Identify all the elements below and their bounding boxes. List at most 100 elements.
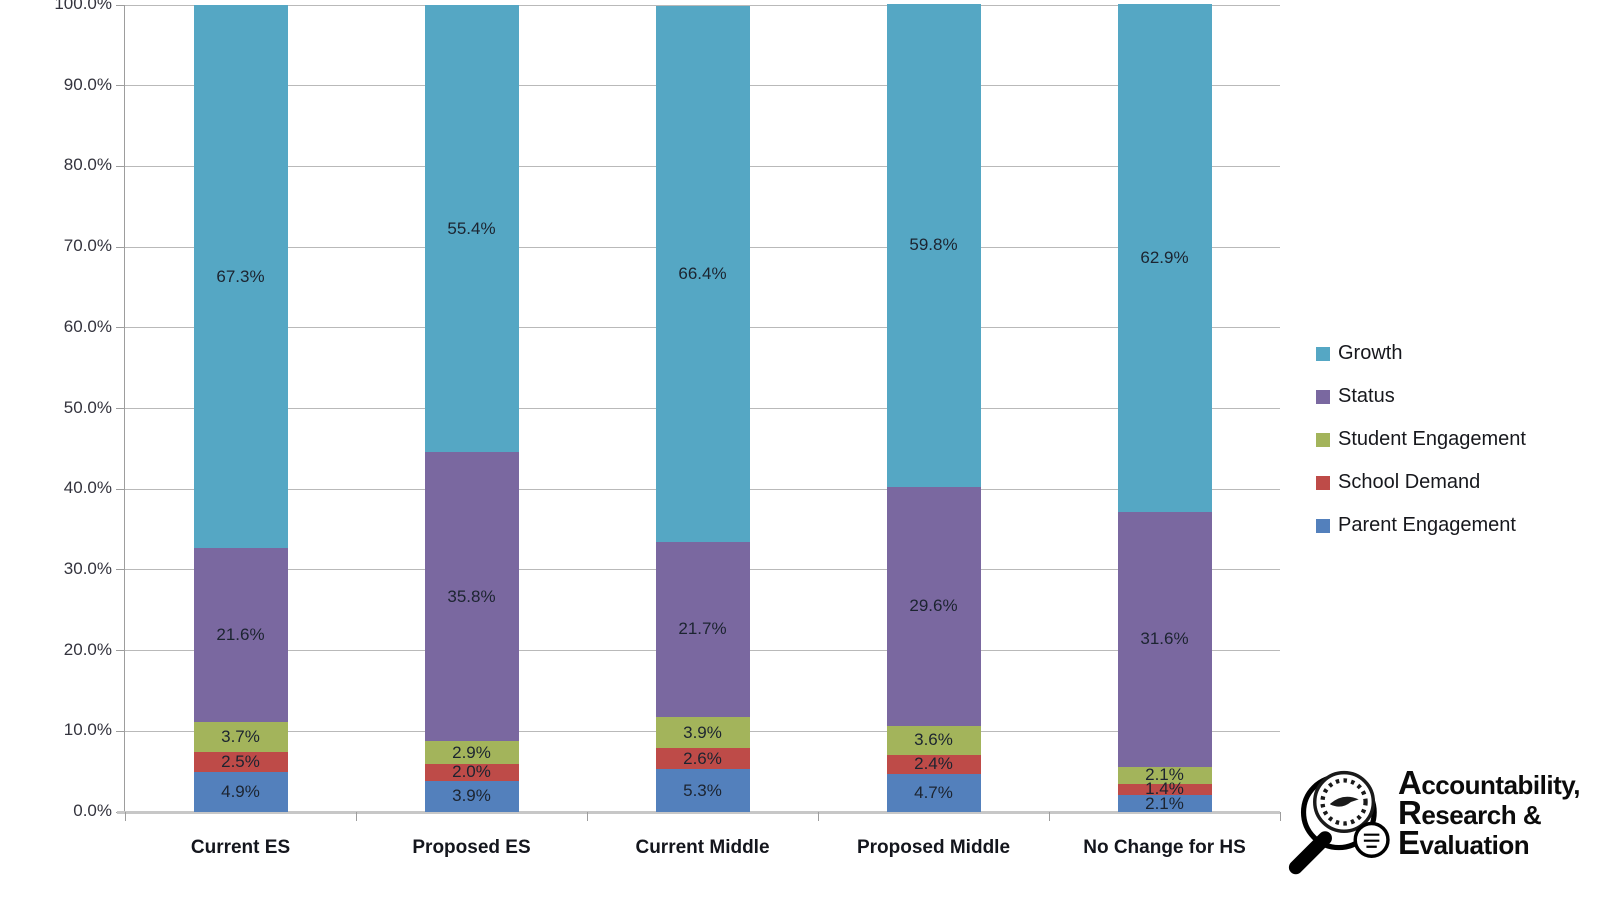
- data-label: 31.6%: [1140, 629, 1189, 649]
- legend-swatch: [1316, 346, 1330, 361]
- x-axis-tick: [1279, 812, 1281, 821]
- magnifier-seal-icon: [1288, 770, 1390, 875]
- y-axis-label: 80.0%: [63, 155, 112, 175]
- logo: Accountability, Research & Evaluation: [1282, 748, 1581, 880]
- data-label: 3.9%: [452, 786, 491, 806]
- gridline: [125, 4, 1280, 6]
- bar-segment-parent-engagement: [886, 774, 981, 812]
- legend-swatch: [1316, 518, 1330, 533]
- legend-item-status: Status: [1316, 375, 1526, 418]
- y-axis-label: 30.0%: [63, 558, 112, 578]
- data-label: 2.1%: [1145, 765, 1184, 785]
- y-axis-label: 60.0%: [63, 316, 112, 336]
- y-axis-label: 20.0%: [63, 639, 112, 659]
- bar-segment-school-demand: [193, 752, 288, 773]
- bar-segment-school-demand: [424, 764, 519, 781]
- legend-swatch: [1316, 432, 1330, 447]
- logo-text: Accountability, Research & Evaluation: [1398, 764, 1581, 861]
- x-axis-tick: [1048, 812, 1050, 821]
- y-axis-tick: [116, 730, 125, 732]
- bar-segment-parent-engagement: [1117, 795, 1212, 812]
- data-label: 29.6%: [909, 596, 958, 616]
- x-axis-tick: [586, 812, 588, 821]
- y-axis-tick: [116, 569, 125, 571]
- legend-swatch: [1316, 475, 1330, 490]
- bar-segment-parent-engagement: [424, 780, 519, 812]
- data-label: 2.1%: [1145, 793, 1184, 813]
- bar-segment-student-engagement: [886, 725, 981, 755]
- y-axis-label: 40.0%: [63, 478, 112, 498]
- bar-segment-status: [424, 452, 519, 741]
- data-label: 2.9%: [452, 742, 491, 762]
- data-label: 21.7%: [678, 619, 727, 639]
- y-axis-label: 90.0%: [63, 74, 112, 94]
- data-label: 62.9%: [1140, 247, 1189, 267]
- chart-legend: Growth Status Student Engagement School Dem…: [1316, 332, 1526, 547]
- bar-segment-parent-engagement: [193, 772, 288, 812]
- y-axis-tick: [116, 246, 125, 248]
- data-label: 5.3%: [683, 780, 722, 800]
- y-axis-label: 10.0%: [63, 720, 112, 740]
- bar-segment-student-engagement: [424, 740, 519, 765]
- legend-label: Growth: [1338, 342, 1403, 364]
- legend-label: Parent Engagement: [1338, 514, 1516, 536]
- data-label: 2.0%: [452, 762, 491, 782]
- data-label: 55.4%: [447, 218, 496, 238]
- logo-line: Evaluation: [1398, 824, 1530, 861]
- data-label: 3.6%: [914, 730, 953, 750]
- bar-segment-status: [193, 548, 288, 723]
- y-axis-tick: [116, 4, 125, 6]
- bar-segment-growth: [655, 5, 750, 542]
- y-axis-tick: [116, 650, 125, 652]
- y-axis-label: 100.0%: [54, 0, 112, 13]
- legend-item-student-engagement: Student Engagement: [1316, 418, 1526, 461]
- data-label: 35.8%: [447, 586, 496, 606]
- y-axis-label: 70.0%: [63, 236, 112, 256]
- x-axis-tick: [355, 812, 357, 821]
- category-label: Proposed ES: [412, 837, 531, 858]
- data-label: 3.9%: [683, 722, 722, 742]
- y-axis-tick: [116, 408, 125, 409]
- y-axis-label: 0.0%: [73, 801, 112, 820]
- legend-label: School Demand: [1338, 471, 1481, 493]
- y-axis-tick: [116, 327, 125, 329]
- bar-segment-school-demand: [1117, 783, 1212, 796]
- y-axis-tick: [116, 85, 125, 87]
- bar-segment-student-engagement: [1117, 766, 1212, 784]
- y-axis-tick: [116, 165, 125, 167]
- legend-label: Status: [1338, 385, 1395, 407]
- bar-segment-status: [886, 486, 981, 726]
- bar-segment-school-demand: [886, 754, 981, 775]
- data-label: 2.6%: [683, 748, 722, 768]
- y-axis-line: [124, 5, 125, 812]
- category-label: No Change for HS: [1083, 837, 1246, 858]
- bar-segment-school-demand: [655, 748, 750, 770]
- logo-line: Accountability,: [1398, 764, 1581, 801]
- legend-swatch: [1316, 389, 1330, 404]
- category-label: Current ES: [190, 837, 291, 858]
- bar-segment-growth: [193, 5, 288, 549]
- y-axis-tick: [116, 488, 125, 490]
- data-label: 66.4%: [678, 263, 727, 283]
- data-label: 1.4%: [1145, 779, 1184, 799]
- legend-item-growth: Growth: [1316, 332, 1526, 375]
- logo-line: Research &: [1398, 794, 1542, 831]
- bar-segment-status: [1117, 511, 1212, 767]
- bar-segment-growth: [1117, 4, 1212, 512]
- x-axis-tick: [124, 812, 126, 821]
- bar-segment-student-engagement: [193, 722, 288, 753]
- legend-label: Student Engagement: [1338, 428, 1526, 450]
- data-label: 2.4%: [914, 754, 953, 774]
- x-axis-line: [117, 811, 1280, 814]
- data-label: 3.7%: [221, 727, 260, 747]
- legend-item-parent-engagement: Parent Engagement: [1316, 504, 1526, 547]
- data-label: 67.3%: [216, 266, 265, 286]
- x-axis-tick: [817, 812, 819, 821]
- bar-segment-student-engagement: [655, 716, 750, 749]
- legend-item-school-demand: School Demand: [1316, 461, 1526, 504]
- bar-segment-growth: [886, 4, 981, 487]
- category-label: Current Middle: [635, 837, 770, 858]
- category-label: Proposed Middle: [856, 837, 1011, 858]
- y-axis-label: 50.0%: [63, 397, 112, 417]
